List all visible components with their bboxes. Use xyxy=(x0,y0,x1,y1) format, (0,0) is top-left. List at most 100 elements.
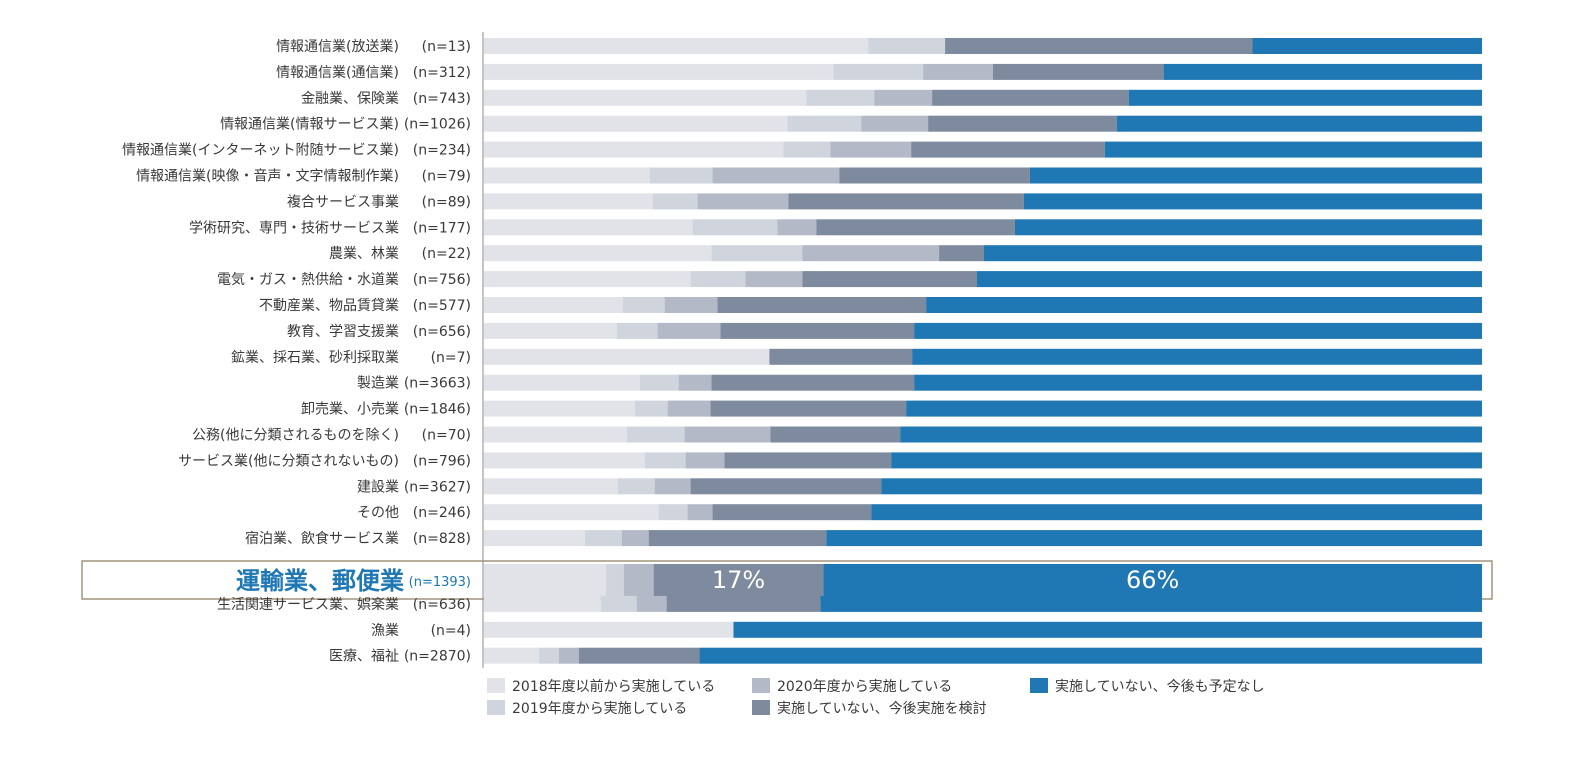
bar-segment xyxy=(1128,89,1482,106)
bar-segment xyxy=(777,219,817,236)
bar-segment xyxy=(657,322,721,339)
category-label: 鉱業、採石業、砂利採取業 xyxy=(231,349,399,366)
bar-segment xyxy=(826,530,1482,547)
bar-segment xyxy=(538,647,559,664)
n-label: (n=756) xyxy=(413,272,471,288)
category-label: 情報通信業(映像・音声・文字情報制作業) xyxy=(136,168,399,185)
bar-segment xyxy=(914,374,1482,391)
bar-segment xyxy=(484,219,693,236)
bar-segment xyxy=(720,322,915,339)
category-label: 医療、福祉 xyxy=(329,648,399,665)
bar-segment xyxy=(710,400,907,417)
bar-segment xyxy=(484,647,539,664)
n-label: (n=3663) xyxy=(404,376,471,392)
bar-segment xyxy=(912,348,1482,365)
bar-segment xyxy=(926,297,1482,313)
category-label: 教育、学習支援業 xyxy=(287,324,399,340)
bar-segment xyxy=(578,647,700,664)
bar-segment xyxy=(712,504,872,521)
bar-segment xyxy=(770,426,901,443)
bar-segment xyxy=(584,530,622,547)
bar-segment xyxy=(806,89,875,106)
bar-segment xyxy=(626,426,685,443)
category-label: 金融業、保険業 xyxy=(301,91,399,107)
legend-swatch xyxy=(487,700,505,715)
n-label: (n=1026) xyxy=(404,117,471,133)
bar-segment xyxy=(484,400,635,417)
legend-swatch xyxy=(1030,678,1048,693)
n-label: (n=177) xyxy=(413,220,471,236)
category-label: サービス業(他に分類されないもの) xyxy=(178,453,399,469)
bar-segment xyxy=(891,452,1482,469)
category-label: 不動産業、物品賃貸業 xyxy=(259,298,399,314)
bar-segment xyxy=(649,167,713,184)
n-label: (n=312) xyxy=(413,65,471,81)
bar-segment xyxy=(636,595,667,612)
bar-segment xyxy=(617,478,655,495)
bar-segment xyxy=(652,193,698,210)
bar-segment xyxy=(484,564,606,596)
n-label: (n=577) xyxy=(413,298,471,314)
bar-segment xyxy=(690,271,746,288)
n-label: (n=22) xyxy=(422,246,471,262)
bar-segment xyxy=(820,595,1482,612)
bar-segment xyxy=(558,647,579,664)
category-label: 宿泊業、飲食サービス業 xyxy=(245,530,399,547)
category-label: 農業、林業 xyxy=(329,246,399,262)
bar-segment xyxy=(833,63,924,80)
bar-segment xyxy=(484,193,653,210)
bar-segment xyxy=(871,504,1482,521)
bar-segment xyxy=(484,322,617,339)
category-label: 情報通信業(インターネット附随サービス業) xyxy=(122,143,399,159)
bar-segment xyxy=(712,167,840,184)
bar-segment xyxy=(621,530,649,547)
n-label: (n=246) xyxy=(413,505,471,521)
legend-label: 2020年度から実施している xyxy=(777,679,952,695)
category-label: 製造業 xyxy=(357,376,399,392)
bar-segment xyxy=(639,374,679,391)
bar-segment xyxy=(1116,115,1482,132)
bar-segment xyxy=(484,115,788,132)
bar-segment xyxy=(484,452,645,469)
category-label: その他 xyxy=(357,505,399,521)
bar-segment xyxy=(605,564,624,596)
bar-segment xyxy=(783,141,831,158)
n-label: (n=828) xyxy=(413,531,471,547)
bar-segment xyxy=(484,595,601,612)
bar-segment xyxy=(1014,219,1482,236)
bar-segment xyxy=(1029,167,1482,184)
bar-segment xyxy=(868,38,946,54)
n-label: (n=1846) xyxy=(404,402,471,418)
bar-segment xyxy=(1252,38,1482,54)
bar-segment xyxy=(711,374,915,391)
legend-label: 2018年度以前から実施している xyxy=(512,678,715,695)
category-label: 建設業 xyxy=(357,479,399,495)
bar-segment xyxy=(733,621,1482,638)
bar-segment xyxy=(484,63,834,80)
n-label: (n=79) xyxy=(422,169,471,185)
legend-label: 2019年度から実施している xyxy=(512,701,687,717)
category-label: 卸売業、小売業 xyxy=(301,402,399,418)
category-label: 運輸業、郵便業 xyxy=(236,567,404,595)
category-label: 学術研究、専門・技術サービス業 xyxy=(189,220,399,236)
bar-segment xyxy=(600,595,637,612)
bar-segment xyxy=(914,322,1482,339)
data-label: 17% xyxy=(712,566,765,594)
bar-segment xyxy=(787,115,862,132)
category-label: 漁業 xyxy=(371,623,399,639)
bar-segment xyxy=(484,167,650,184)
bar-segment xyxy=(653,564,824,596)
bar-segment xyxy=(484,504,659,521)
legend: 2018年度以前から実施している 2019年度から実施している 2020年度から実施… xyxy=(487,678,1265,717)
bar-segment xyxy=(664,297,718,313)
bar-segment xyxy=(690,478,882,495)
category-label: 生活関連サービス業、娯楽業 xyxy=(217,597,399,613)
legend-swatch xyxy=(752,678,770,693)
n-label: (n=234) xyxy=(413,143,471,159)
n-label: (n=656) xyxy=(413,324,471,340)
bar-segment xyxy=(906,400,1482,417)
bar-segment xyxy=(484,621,734,638)
bar-segment xyxy=(484,271,691,288)
n-label: (n=3627) xyxy=(404,479,471,495)
category-label: 電気・ガス・熱供給・水道業 xyxy=(217,272,399,288)
